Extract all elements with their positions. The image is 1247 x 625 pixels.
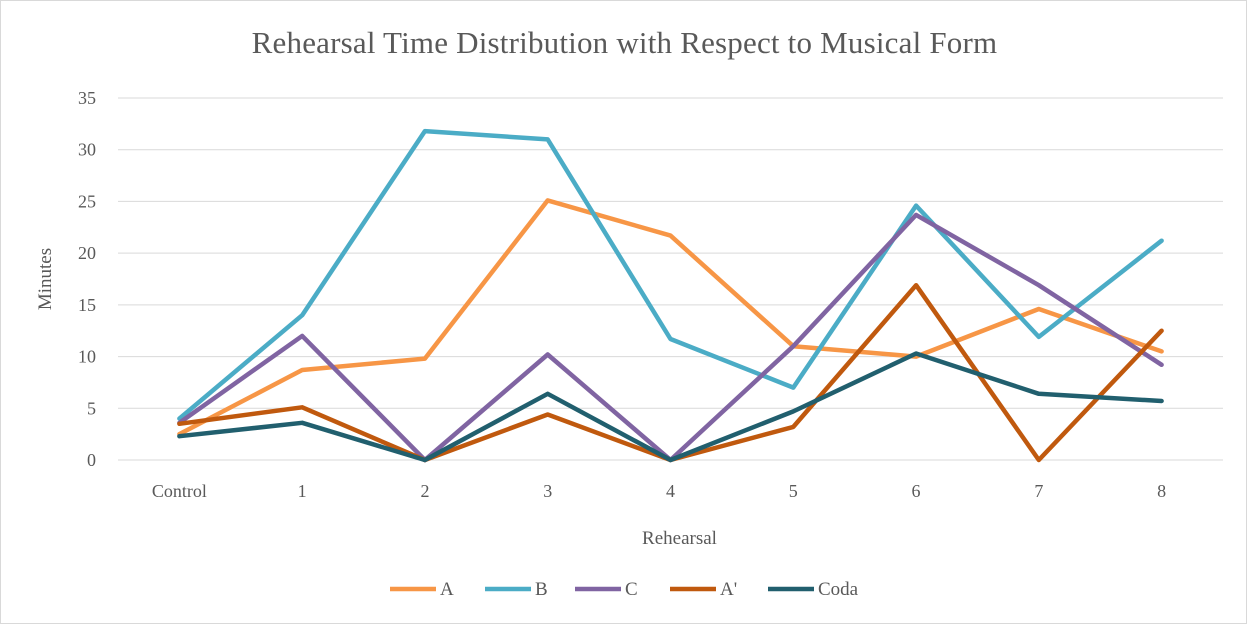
x-tick-label: 6 — [912, 481, 921, 501]
series-line-b — [177, 128, 1164, 421]
y-tick-label: 30 — [78, 140, 96, 160]
chart-title: Rehearsal Time Distribution with Respect… — [251, 25, 998, 60]
y-tick-label: 0 — [87, 450, 96, 470]
y-axis-title: Minutes — [35, 248, 56, 310]
x-tick-label: 5 — [789, 481, 798, 501]
x-tick-label: 3 — [543, 481, 552, 501]
y-tick-label: 35 — [78, 88, 96, 108]
y-tick-label: 5 — [87, 398, 96, 418]
x-tick-label: 4 — [666, 481, 675, 501]
y-tick-label: 10 — [78, 347, 96, 367]
legend-label: Coda — [818, 579, 859, 600]
x-tick-label: 1 — [298, 481, 307, 501]
legend-label: B — [535, 579, 548, 600]
legend-label: C — [625, 579, 638, 600]
y-tick-label: 15 — [78, 295, 96, 315]
legend-label: A — [440, 579, 454, 600]
y-tick-label: 20 — [78, 243, 96, 263]
series-line-a — [177, 198, 1164, 437]
series-line-coda — [177, 351, 1164, 463]
x-tick-label: 2 — [420, 481, 429, 501]
x-axis-title: Rehearsal — [642, 528, 717, 549]
x-tick-label: 8 — [1157, 481, 1166, 501]
y-tick-label: 25 — [78, 191, 96, 211]
x-tick-label: 7 — [1034, 481, 1043, 501]
legend-label: A' — [720, 579, 737, 600]
x-tick-label: Control — [152, 481, 207, 501]
